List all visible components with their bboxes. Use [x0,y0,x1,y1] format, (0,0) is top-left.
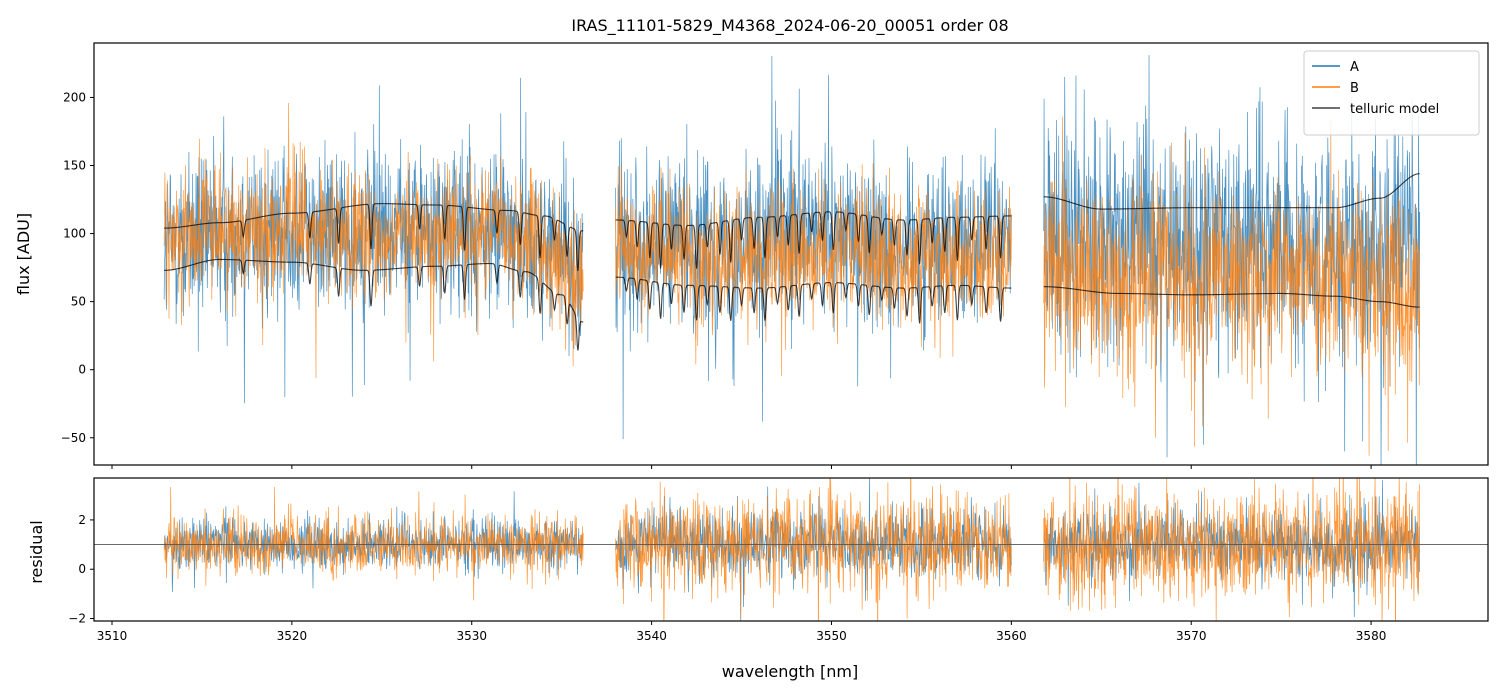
residual-panel-data [94,478,1488,621]
legend-label-A: A [1350,60,1359,75]
wavelength-axis-label: wavelength [nm] [722,662,859,681]
residual-xtick-label: 3540 [636,629,667,643]
residual-series-B-segment-2 [615,478,1012,621]
residual-panel: −2 0 2 3510 3520 3530 3540 3550 3560 3570 3580 res… [27,477,1489,681]
flux-ytick-label: 150 [63,159,86,173]
flux-series-B-segment-3 [1043,116,1420,456]
telluric-model-lower-segment-1 [164,258,584,351]
telluric-model-upper-segment-3 [1043,173,1420,210]
residual-xtick-label: 3550 [816,629,847,643]
residual-ytick-label: 2 [78,513,86,527]
flux-panel: −50 0 50 100 150 200 flux [ADU] [14,42,1489,469]
chart-title: IRAS_11101-5829_M4368_2024-06-20_00051 o… [571,16,1008,36]
residual-xtick-label: 3570 [1176,629,1207,643]
residual-series-B-segment-3 [1043,478,1420,621]
flux-ytick-label: 200 [63,90,86,104]
flux-ytick-label: 0 [78,363,86,377]
telluric-model-upper-segment-2 [615,211,1012,269]
legend-label-telluric-model: telluric model [1350,102,1439,117]
telluric-model-lower-segment-2 [615,276,1012,324]
residual-xtick-label: 3580 [1356,629,1387,643]
residual-panel-frame [93,477,1489,622]
telluric-model-upper-segment-1 [164,203,584,272]
flux-panel-axes: −50 0 50 100 150 200 [61,90,1372,469]
residual-panel-axes: −2 0 2 3510 3520 3530 3540 3550 3560 3570 3580 [68,513,1386,643]
flux-series-B-segment-1 [163,103,584,379]
residual-xtick-label: 3520 [277,629,308,643]
residual-series-B-segment-1 [163,486,584,601]
residual-ytick-label: −2 [68,612,86,626]
telluric-model-lower-segment-3 [1043,286,1420,308]
flux-axis-label: flux [ADU] [14,213,33,295]
residual-ytick-label: 0 [78,562,86,576]
flux-panel-frame [93,42,1489,466]
residual-axis-label: residual [27,520,46,583]
residual-xtick-label: 3530 [456,629,487,643]
flux-ytick-label: 100 [63,227,86,241]
flux-ytick-label: −50 [61,431,86,445]
legend-frame [1303,50,1480,136]
flux-panel-data [163,55,1420,465]
flux-ytick-label: 50 [71,295,86,309]
legend-label-B: B [1350,81,1359,96]
residual-xtick-label: 3510 [97,629,128,643]
residual-xtick-label: 3560 [996,629,1027,643]
